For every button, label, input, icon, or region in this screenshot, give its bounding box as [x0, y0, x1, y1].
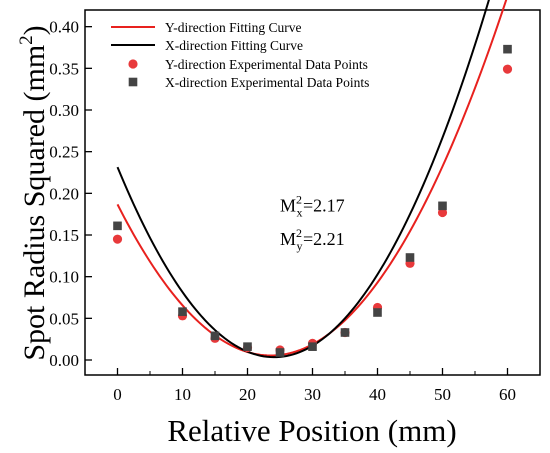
m2-value: =2.21: [303, 229, 345, 249]
legend-label: X-direction Fitting Curve: [165, 38, 303, 53]
m2-subscript: y: [297, 239, 303, 253]
x-data-point: [178, 307, 187, 316]
y-tick-label: 0.30: [49, 101, 79, 120]
y-tick-label: 0.05: [49, 309, 79, 328]
m2-subscript: x: [297, 206, 303, 220]
x-tick-label: 30: [304, 385, 321, 404]
x-tick-label: 60: [499, 385, 516, 404]
x-data-point: [210, 331, 220, 341]
y-tick-label: 0.25: [49, 143, 79, 162]
x-tick-label: 20: [239, 385, 256, 404]
axis-ticks: 0 10 20 30 40 50 60 0.00 0.05 0.10 0.15 0.20 0.25 0.3…: [49, 18, 516, 404]
y-axis-title-main: Spot Radius Squared (mm: [18, 45, 51, 361]
m2-annotation: M2 x=2.17: [280, 193, 345, 220]
m2-value: =2.17: [303, 196, 345, 216]
m2-base: M: [280, 229, 296, 249]
y-tick-label: 0.15: [49, 226, 79, 245]
m2-superscript: 2: [296, 226, 302, 240]
legend-circle-swatch: [128, 59, 138, 69]
x-data-point: [340, 328, 350, 337]
m2-base: M: [280, 196, 296, 216]
x-tick-label: 10: [174, 385, 191, 404]
y-data-point: [437, 207, 448, 218]
x-tick-label: 0: [113, 385, 122, 404]
legend-square-swatch: [128, 77, 138, 87]
y-tick-label: 0.35: [49, 59, 79, 78]
legend-label: X-direction Experimental Data Points: [165, 75, 369, 90]
y-axis-title-close: ): [18, 25, 51, 35]
fit-curves: [116, 0, 508, 359]
x-data-point: [308, 342, 317, 351]
data-points: [112, 44, 513, 357]
legend: Y-direction Fitting Curve X-direction Fit…: [111, 20, 369, 90]
y-tick-label: 0.20: [49, 184, 79, 203]
y-tick-label: 0.10: [49, 268, 79, 287]
x-tick-label: 40: [369, 385, 386, 404]
x-data-point: [275, 348, 285, 357]
x-tick-label: 50: [434, 385, 451, 404]
y-axis-title: Spot Radius Squared (mm2): [16, 25, 51, 360]
legend-label: Y-direction Fitting Curve: [165, 20, 301, 35]
y-axis-title-sup: 2: [16, 35, 37, 45]
x-data-point: [113, 221, 122, 231]
fit-curve: [116, 0, 490, 359]
x-data-point: [503, 44, 512, 54]
x-axis-title: Relative Position (mm): [167, 413, 456, 448]
x-data-point: [438, 201, 447, 211]
y-data-point: [112, 234, 123, 244]
m2-annotation: M2 y=2.21: [280, 226, 345, 253]
y-data-point: [502, 64, 513, 74]
m2-superscript: 2: [296, 193, 302, 207]
x-data-point: [405, 253, 415, 262]
y-tick-label: 0.40: [49, 18, 79, 37]
fit-curve: [116, 0, 508, 357]
legend-label: Y-direction Experimental Data Points: [165, 57, 368, 72]
x-data-point: [373, 308, 382, 317]
x-data-point: [243, 342, 252, 351]
y-tick-label: 0.00: [49, 351, 79, 370]
